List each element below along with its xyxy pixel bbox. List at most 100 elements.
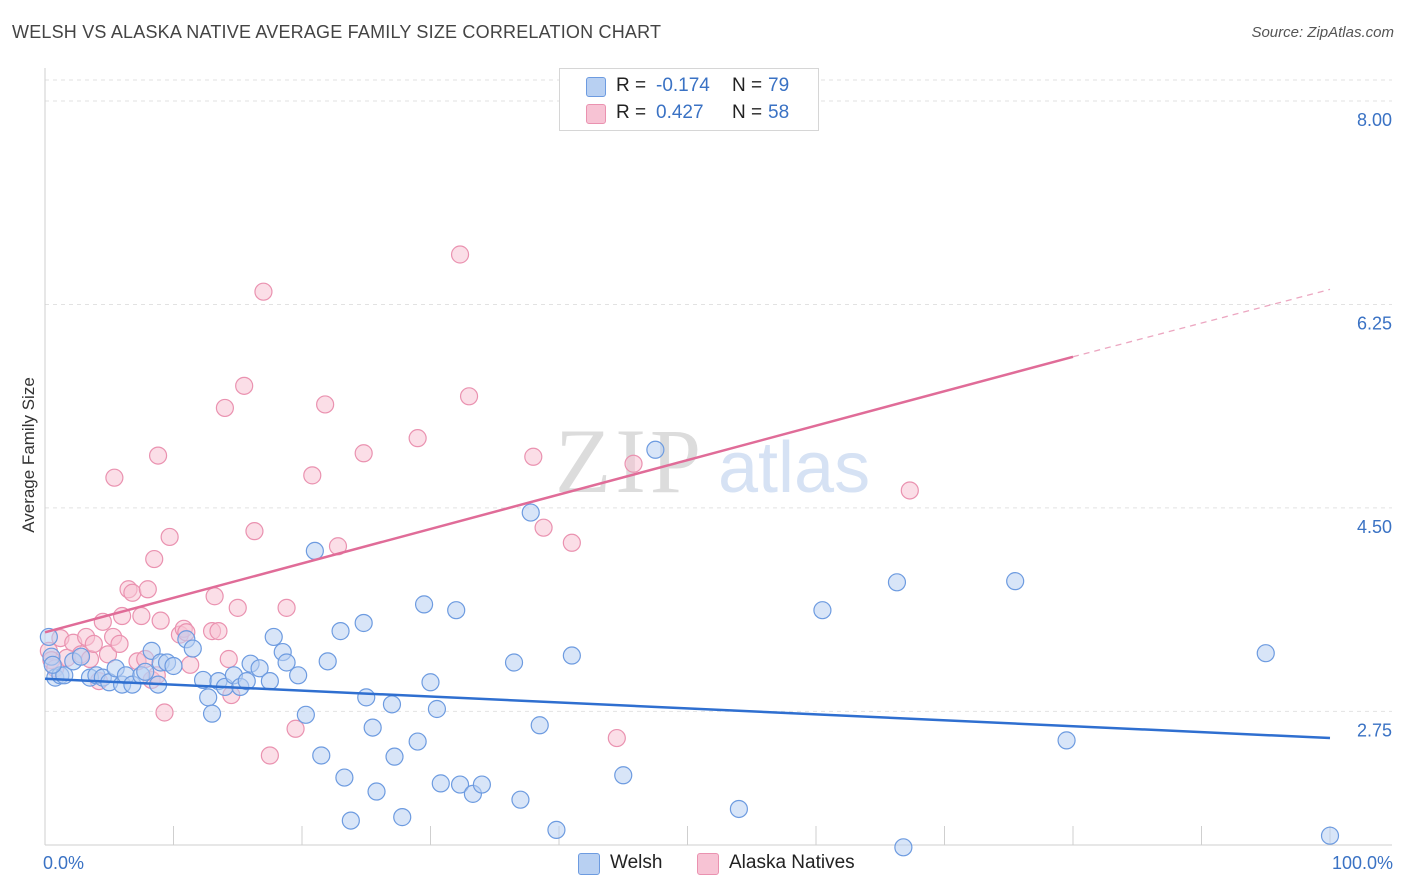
- welsh-point: [521, 503, 540, 522]
- welsh-point: [382, 695, 402, 714]
- n-value: 58: [768, 102, 790, 123]
- alaska-trend-line: [44, 355, 1074, 634]
- watermark-atlas: atlas: [718, 428, 870, 508]
- welsh-point: [260, 672, 279, 691]
- welsh-point: [1256, 644, 1275, 663]
- legend-item-welsh[interactable]: Welsh: [578, 851, 688, 877]
- legend: Welsh Alaska Natives: [0, 851, 1406, 877]
- y-tick-label: 6.25: [1357, 313, 1392, 333]
- alaska-point: [607, 728, 626, 748]
- welsh-point: [296, 705, 315, 724]
- r-value: -0.174: [656, 75, 710, 96]
- alaska-point: [209, 622, 228, 641]
- welsh-point: [237, 672, 256, 691]
- alaska-swatch: [586, 104, 606, 124]
- welsh-point: [305, 541, 324, 561]
- r-label: R =: [616, 102, 647, 123]
- welsh-swatch: [578, 853, 600, 875]
- welsh-point: [1320, 826, 1340, 845]
- alaska-point: [205, 587, 224, 606]
- alaska-point: [245, 522, 264, 541]
- welsh-point: [447, 601, 466, 620]
- alaska-point: [105, 468, 124, 487]
- alaska-point: [148, 446, 168, 465]
- alaska-point: [254, 282, 273, 301]
- welsh-point: [614, 766, 633, 785]
- alaska-point: [228, 598, 247, 617]
- alaska-point: [160, 527, 179, 547]
- alaska-point: [286, 719, 305, 738]
- welsh-point: [894, 838, 913, 857]
- welsh-point: [1057, 731, 1076, 750]
- alaska-trend-extension: [1072, 288, 1331, 358]
- alaska-point: [123, 583, 142, 602]
- x-tick-label: 100.0%: [1332, 853, 1393, 873]
- alaska-point: [624, 454, 643, 473]
- welsh-point: [264, 627, 283, 647]
- stats-row-welsh: R = -0.174 N = 79: [560, 74, 818, 100]
- y-tick-label: 8.00: [1357, 110, 1392, 130]
- welsh-point: [504, 653, 524, 672]
- welsh-point: [289, 666, 308, 685]
- welsh-point: [164, 656, 183, 676]
- n-value: 79: [768, 75, 790, 96]
- welsh-point: [547, 820, 566, 839]
- legend-label: Alaska Natives: [729, 852, 855, 873]
- welsh-point: [39, 627, 58, 647]
- alaska-point: [260, 746, 279, 765]
- alaska-point: [459, 387, 479, 406]
- welsh-point: [71, 647, 91, 666]
- grid: [45, 79, 1392, 712]
- stats-box: R = -0.174 N = 79 R = 0.427 N = 58: [559, 68, 819, 131]
- welsh-point: [562, 646, 581, 665]
- y-tick-label: 4.50: [1357, 517, 1392, 537]
- alaska-point: [215, 398, 234, 418]
- welsh-point: [318, 652, 337, 671]
- alaska-point: [98, 645, 118, 664]
- welsh-point: [414, 595, 434, 614]
- welsh-point: [530, 716, 549, 735]
- y-axis-title: Average Family Size: [19, 377, 38, 533]
- welsh-point: [729, 799, 749, 819]
- y-tick-label: 2.75: [1357, 720, 1392, 740]
- welsh-point: [199, 688, 218, 707]
- r-value: 0.427: [656, 102, 704, 123]
- alaska-point: [235, 376, 254, 395]
- welsh-point: [354, 613, 373, 633]
- welsh-point: [472, 775, 491, 794]
- welsh-point: [277, 653, 296, 672]
- alaska-point: [110, 634, 129, 654]
- alaska-point: [138, 580, 157, 599]
- alaska-point: [354, 444, 373, 463]
- welsh-point: [367, 782, 386, 801]
- welsh-point: [43, 655, 62, 674]
- x-tick-label: 0.0%: [43, 853, 84, 873]
- welsh-trend-line: [44, 677, 1331, 740]
- welsh-point: [136, 662, 155, 681]
- alaska-point: [316, 395, 335, 414]
- alaska-point: [900, 481, 919, 500]
- welsh-swatch: [586, 77, 606, 97]
- welsh-point: [363, 718, 382, 737]
- welsh-point: [511, 790, 530, 809]
- alaska-point: [151, 611, 170, 630]
- alaska-point: [277, 598, 296, 617]
- welsh-point: [183, 639, 202, 658]
- n-label: N =: [732, 102, 763, 123]
- chart-source: Source: ZipAtlas.com: [1251, 24, 1394, 41]
- welsh-point: [431, 774, 450, 793]
- welsh-point: [385, 747, 404, 766]
- welsh-point: [312, 746, 331, 765]
- alaska-point: [145, 549, 164, 569]
- welsh-point: [202, 704, 222, 723]
- alaska-point: [562, 533, 581, 552]
- alaska-point: [534, 518, 553, 537]
- legend-item-alaska[interactable]: Alaska Natives: [697, 851, 877, 877]
- welsh-point: [250, 659, 269, 678]
- alaska-point: [132, 606, 151, 626]
- welsh-point: [408, 732, 427, 751]
- tick-labels: 2.75 4.50 6.25 8.00 0.0% 100.0%: [43, 110, 1393, 873]
- welsh-point: [1006, 572, 1025, 591]
- welsh-point: [421, 673, 440, 692]
